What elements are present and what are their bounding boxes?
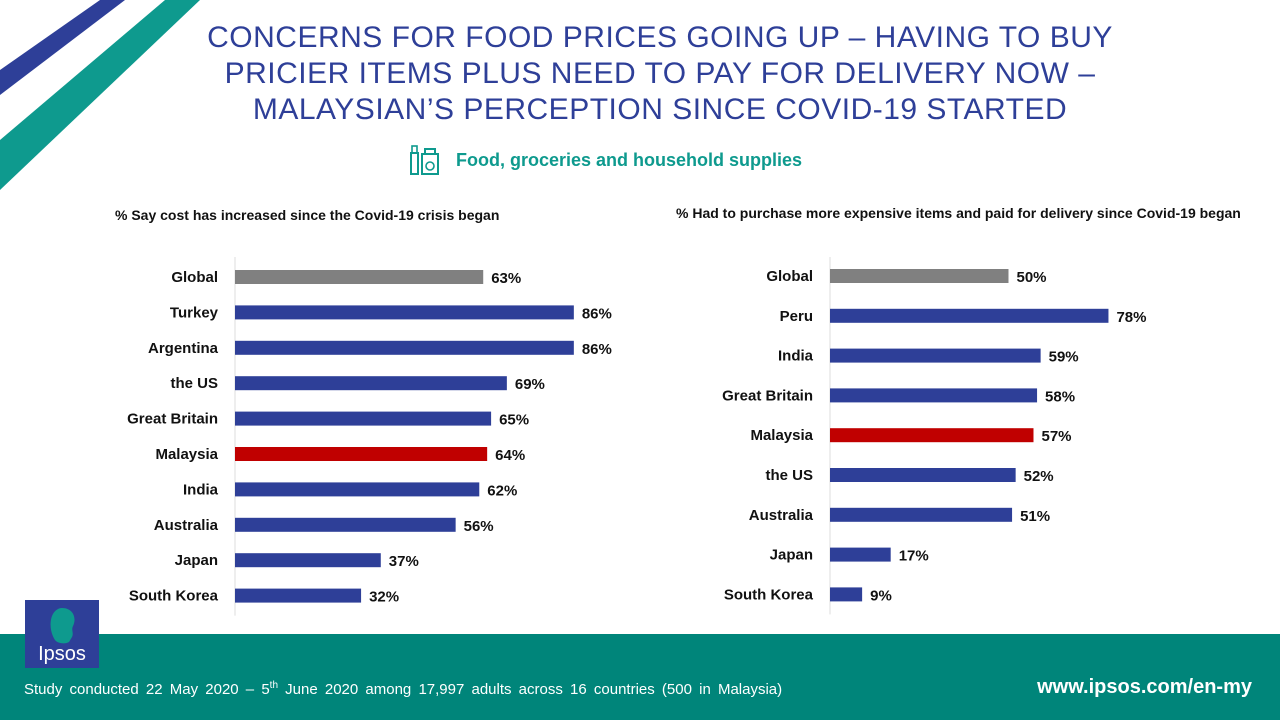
- bar: [830, 388, 1038, 403]
- bar: [235, 553, 381, 568]
- category-label: South Korea: [129, 588, 219, 605]
- value-label: 63%: [491, 270, 521, 287]
- bar: [830, 547, 891, 562]
- value-label: 86%: [582, 341, 612, 358]
- category-label: Great Britain: [722, 387, 813, 404]
- bar: [235, 411, 492, 426]
- category-label: Australia: [154, 517, 219, 534]
- value-label: 32%: [369, 589, 399, 606]
- value-label: 86%: [582, 305, 612, 322]
- category-label: India: [183, 481, 219, 498]
- study-note: Study conducted 22 May 2020 – 5th June 2…: [24, 680, 783, 698]
- section-subtitle: Food, groceries and household supplies: [408, 140, 802, 180]
- bar: [830, 507, 1013, 522]
- category-label: South Korea: [724, 586, 814, 603]
- left-chart-title: % Say cost has increased since the Covid…: [115, 207, 500, 223]
- footer-bar: [0, 634, 1280, 720]
- category-label: the US: [170, 375, 218, 392]
- bar: [830, 308, 1109, 323]
- value-label: 62%: [487, 482, 517, 499]
- bar: [235, 588, 362, 603]
- value-label: 69%: [515, 376, 545, 393]
- bar: [830, 348, 1041, 363]
- bar: [830, 587, 863, 602]
- value-label: 50%: [1017, 269, 1047, 286]
- bar: [235, 270, 484, 284]
- value-label: 58%: [1045, 388, 1075, 405]
- value-label: 65%: [499, 412, 529, 429]
- category-label: Global: [171, 269, 218, 286]
- corner-stripes: [0, 0, 200, 190]
- value-label: 51%: [1020, 508, 1050, 525]
- bar: [235, 376, 507, 391]
- value-label: 59%: [1049, 349, 1079, 366]
- category-label: Japan: [175, 552, 218, 569]
- category-label: Peru: [780, 308, 813, 325]
- page-title: CONCERNS FOR FOOD PRICES GOING UP – HAVI…: [207, 21, 1113, 126]
- bar: [235, 517, 456, 532]
- category-label: Japan: [770, 547, 813, 564]
- bar: [830, 269, 1009, 283]
- value-label: 64%: [495, 447, 525, 464]
- value-label: 9%: [870, 587, 892, 604]
- subtitle-text: Food, groceries and household supplies: [456, 149, 803, 170]
- bar: [235, 305, 574, 320]
- bar: [235, 482, 480, 497]
- bar: [235, 447, 488, 461]
- category-label: the US: [765, 467, 813, 484]
- bar: [830, 468, 1016, 482]
- right-chart-title: % Had to purchase more expensive items a…: [676, 205, 1241, 221]
- grocery-bag-icon: [410, 145, 439, 175]
- bar: [830, 428, 1034, 443]
- category-label: Global: [766, 268, 813, 285]
- category-label: Malaysia: [155, 446, 218, 463]
- website-link[interactable]: www.ipsos.com/en-my: [1037, 676, 1252, 698]
- category-label: Turkey: [170, 304, 219, 321]
- category-label: Great Britain: [127, 411, 218, 428]
- category-label: India: [778, 348, 814, 365]
- category-label: Malaysia: [750, 427, 813, 444]
- bar: [235, 340, 574, 355]
- left-bar-chart: Global 63% Turkey 86% Argentina 86% the US 69% G…: [127, 257, 612, 616]
- value-label: 37%: [389, 553, 419, 570]
- category-label: Argentina: [148, 340, 219, 357]
- value-label: 78%: [1116, 309, 1146, 326]
- value-label: 52%: [1024, 468, 1054, 485]
- value-label: 56%: [464, 518, 494, 535]
- value-label: 57%: [1041, 428, 1071, 445]
- logo-text: Ipsos: [38, 643, 86, 665]
- category-label: Australia: [749, 507, 814, 524]
- ipsos-logo: Ipsos: [25, 600, 99, 668]
- value-label: 17%: [899, 548, 929, 565]
- right-bar-chart: Global 50% Peru 78% India 59% Great Britain 58%…: [722, 257, 1146, 615]
